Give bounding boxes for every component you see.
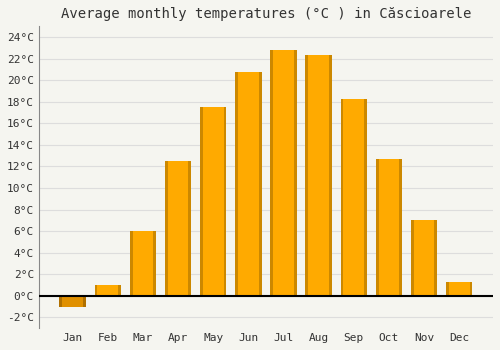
Bar [306, 55, 308, 296]
Bar [294, 50, 296, 296]
Bar [165, 161, 168, 296]
Bar [83, 296, 86, 307]
Bar [400, 159, 402, 296]
Bar [130, 231, 132, 296]
Bar [118, 285, 121, 296]
Bar [446, 282, 449, 296]
Bar [235, 71, 262, 296]
Bar [94, 285, 121, 296]
Bar [306, 55, 332, 296]
Bar [165, 161, 191, 296]
Bar [411, 220, 414, 296]
Bar [446, 282, 472, 296]
Title: Average monthly temperatures (°C ) in Căscioarele: Average monthly temperatures (°C ) in Că… [60, 7, 471, 21]
Bar [270, 50, 273, 296]
Bar [235, 71, 238, 296]
Bar [376, 159, 378, 296]
Bar [470, 282, 472, 296]
Bar [188, 161, 191, 296]
Bar [200, 107, 226, 296]
Bar [270, 50, 296, 296]
Bar [376, 159, 402, 296]
Bar [411, 220, 438, 296]
Bar [364, 98, 367, 296]
Bar [340, 98, 344, 296]
Bar [154, 231, 156, 296]
Bar [94, 285, 98, 296]
Bar [60, 296, 86, 307]
Bar [60, 296, 62, 307]
Bar [200, 107, 203, 296]
Bar [224, 107, 226, 296]
Bar [258, 71, 262, 296]
Bar [130, 231, 156, 296]
Bar [434, 220, 438, 296]
Bar [329, 55, 332, 296]
Bar [340, 98, 367, 296]
